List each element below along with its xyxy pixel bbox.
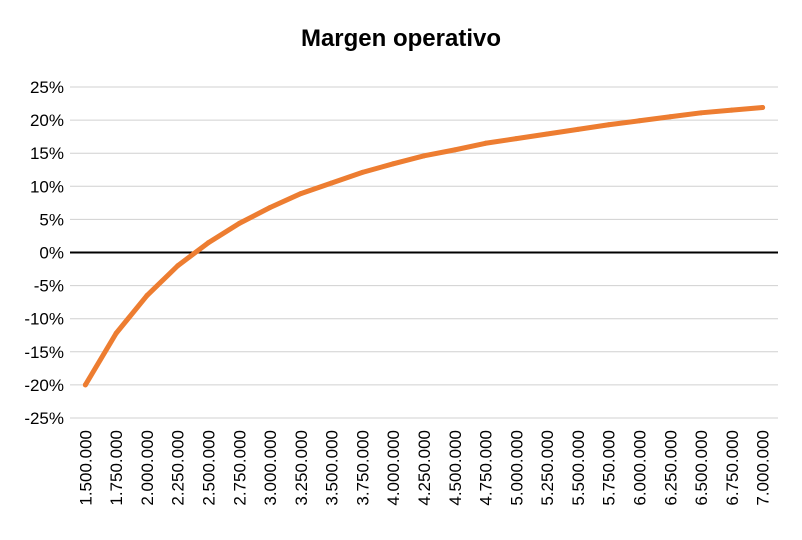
x-tick-label: 5.500.000 xyxy=(569,430,588,506)
data-point xyxy=(236,220,242,226)
y-tick-label: -5% xyxy=(34,277,64,296)
data-point xyxy=(298,191,304,197)
data-point xyxy=(206,240,212,246)
x-tick-label: 5.750.000 xyxy=(600,430,619,506)
x-tick-label: 2.750.000 xyxy=(230,430,249,506)
x-tick-label: 1.500.000 xyxy=(76,430,95,506)
series-line xyxy=(82,105,766,388)
data-point xyxy=(359,169,365,175)
x-tick-label: 3.000.000 xyxy=(261,430,280,506)
data-point xyxy=(544,131,550,137)
data-point xyxy=(606,122,612,128)
x-tick-label: 4.250.000 xyxy=(415,430,434,506)
x-tick-label: 7.000.000 xyxy=(754,430,773,506)
x-tick-label: 1.750.000 xyxy=(107,430,126,506)
y-tick-label: 25% xyxy=(30,78,64,97)
x-tick-label: 2.000.000 xyxy=(138,430,157,506)
x-tick-label: 6.250.000 xyxy=(661,430,680,506)
data-point xyxy=(82,382,88,388)
data-point xyxy=(760,105,766,111)
x-tick-label: 6.500.000 xyxy=(692,430,711,506)
data-point xyxy=(575,126,581,132)
y-tick-label: -15% xyxy=(24,343,64,362)
y-tick-label: 15% xyxy=(30,144,64,163)
x-tick-label: 2.500.000 xyxy=(200,430,219,506)
data-point xyxy=(513,136,519,142)
x-tick-label: 6.000.000 xyxy=(630,430,649,506)
data-point xyxy=(267,204,273,210)
series-layer xyxy=(82,105,766,388)
x-axis-ticks: 1.500.000 1.750.000 2.000.000 2.250.000 2.50… xyxy=(76,430,772,506)
x-tick-label: 5.250.000 xyxy=(538,430,557,506)
y-tick-label: -20% xyxy=(24,376,64,395)
x-tick-label: 5.000.000 xyxy=(507,430,526,506)
data-point xyxy=(636,118,642,124)
data-point xyxy=(421,153,427,159)
x-tick-label: 3.250.000 xyxy=(292,430,311,506)
x-tick-label: 4.500.000 xyxy=(446,430,465,506)
y-tick-label: 20% xyxy=(30,111,64,130)
data-point xyxy=(729,107,735,113)
x-tick-label: 6.750.000 xyxy=(723,430,742,506)
y-tick-label: 0% xyxy=(39,244,64,263)
data-point xyxy=(175,263,181,269)
x-tick-label: 3.750.000 xyxy=(353,430,372,506)
y-tick-label: -25% xyxy=(24,409,64,428)
data-point xyxy=(483,140,489,146)
data-point xyxy=(698,110,704,116)
y-tick-label: -10% xyxy=(24,310,64,329)
chart-title: Margen operativo xyxy=(301,25,501,52)
x-tick-label: 3.500.000 xyxy=(323,430,342,506)
x-tick-label: 4.750.000 xyxy=(477,430,496,506)
data-point xyxy=(667,114,673,120)
y-axis-ticks: -25% -20% -15% -10% -5% 0% 5% 10% 15% 20% 25% xyxy=(24,78,64,428)
y-tick-label: 10% xyxy=(30,177,64,196)
data-point xyxy=(144,293,150,299)
data-point xyxy=(452,147,458,153)
data-point xyxy=(390,161,396,167)
x-tick-label: 2.250.000 xyxy=(169,430,188,506)
y-tick-label: 5% xyxy=(39,210,64,229)
data-point xyxy=(113,330,119,336)
x-tick-label: 4.000.000 xyxy=(384,430,403,506)
data-point xyxy=(329,180,335,186)
gridlines xyxy=(70,86,778,419)
